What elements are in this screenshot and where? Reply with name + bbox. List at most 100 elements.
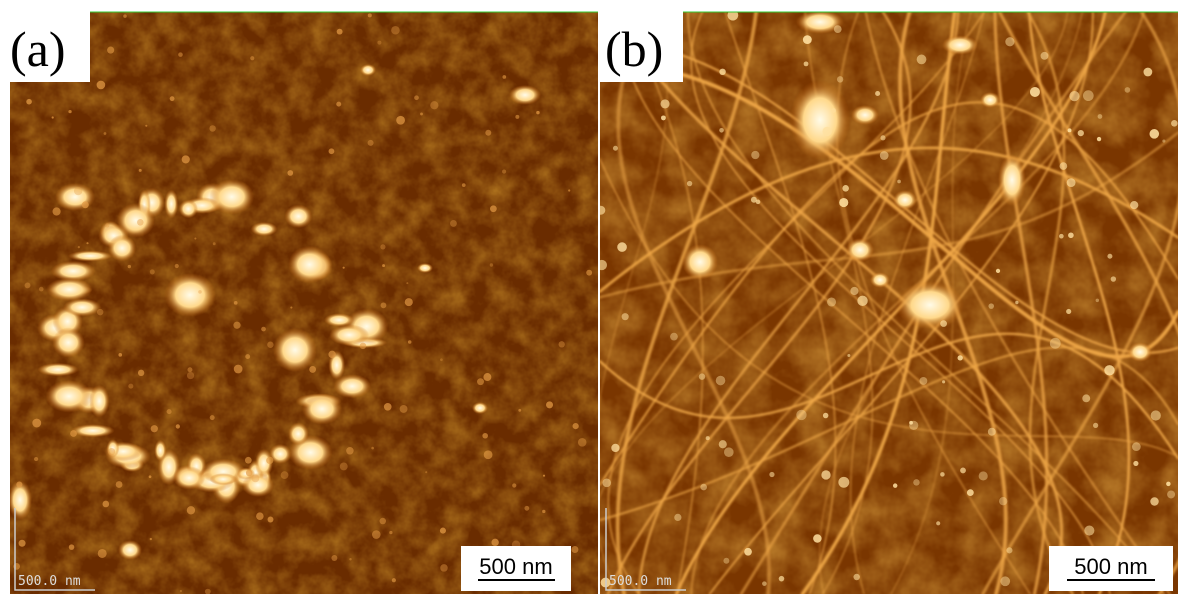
speck (484, 450, 493, 459)
speck (958, 355, 963, 360)
speck (389, 531, 392, 534)
speck (290, 307, 292, 309)
speck (267, 342, 273, 348)
speck (167, 409, 172, 414)
speck (602, 478, 611, 487)
speck (706, 436, 710, 440)
speck (69, 544, 75, 550)
corner-text: 500.0 nm (18, 574, 81, 589)
particle (1128, 342, 1152, 362)
speck (909, 421, 918, 430)
speck (723, 558, 729, 564)
speck (670, 333, 678, 341)
speck (942, 380, 945, 383)
speck (150, 538, 152, 540)
speck (425, 471, 427, 473)
corner-text: 500.0 nm (609, 574, 672, 589)
speck (175, 264, 179, 268)
speck (98, 549, 107, 558)
speck (960, 468, 966, 474)
speck (1067, 178, 1076, 187)
particle (68, 250, 112, 261)
speck (847, 354, 850, 357)
speck (213, 242, 216, 245)
speck (1133, 461, 1138, 466)
speck (893, 483, 897, 487)
speck (128, 265, 131, 268)
speck (329, 148, 335, 154)
speck (105, 223, 109, 227)
speck (74, 187, 82, 195)
speck (392, 578, 396, 582)
particle (154, 440, 166, 462)
speck (687, 181, 692, 186)
speck (52, 207, 60, 215)
speck (440, 564, 448, 572)
speck (32, 419, 41, 428)
speck (842, 185, 849, 192)
speck (813, 534, 821, 542)
speck (967, 489, 974, 496)
speck (502, 170, 506, 174)
speck (716, 376, 726, 386)
speck (70, 430, 77, 437)
speck (97, 81, 106, 90)
particle (71, 424, 115, 437)
speck (769, 472, 774, 477)
speck (1050, 338, 1061, 349)
speck (1151, 410, 1161, 420)
speck (827, 297, 836, 306)
speck (821, 470, 830, 479)
speck (250, 56, 254, 60)
speck (178, 52, 183, 57)
speck (674, 514, 681, 521)
particle (896, 281, 964, 329)
speck (150, 269, 155, 274)
speck (940, 472, 945, 477)
speck (405, 298, 413, 306)
particle (89, 385, 109, 418)
panel-label: (a) (10, 21, 66, 77)
speck (897, 180, 901, 184)
speck (371, 447, 374, 450)
speck (515, 115, 519, 119)
speck (137, 219, 144, 226)
speck (661, 115, 666, 120)
speck (822, 127, 831, 136)
speck (838, 477, 849, 488)
speck (145, 125, 147, 127)
speck (384, 403, 392, 411)
speck (850, 287, 858, 295)
speck (999, 497, 1007, 505)
speck (340, 463, 348, 471)
speck (209, 125, 215, 131)
speck (1132, 442, 1141, 451)
speck (234, 365, 243, 374)
speck (400, 405, 408, 413)
particle (942, 35, 978, 55)
speck (1171, 120, 1178, 127)
speck (502, 75, 506, 79)
speck (246, 470, 253, 477)
speck (578, 438, 587, 447)
page: (a) (b) 500.0 nm 500.0 nm 500 nm 500 nm … (0, 0, 1178, 594)
speck (699, 373, 705, 379)
speck (266, 457, 273, 464)
speck (187, 506, 195, 514)
speck (1167, 490, 1175, 498)
speck (491, 539, 498, 546)
particle (55, 183, 95, 211)
speck (988, 303, 994, 309)
speck (360, 343, 366, 349)
speck (1041, 52, 1049, 60)
speck (490, 205, 497, 212)
speck (1083, 90, 1094, 101)
panel-label: (b) (605, 21, 663, 77)
speck (1069, 91, 1079, 101)
speck (700, 484, 707, 491)
speck (597, 260, 607, 270)
particle (509, 85, 541, 105)
speck (1066, 309, 1071, 314)
speck (568, 189, 570, 191)
speck (1096, 299, 1099, 302)
